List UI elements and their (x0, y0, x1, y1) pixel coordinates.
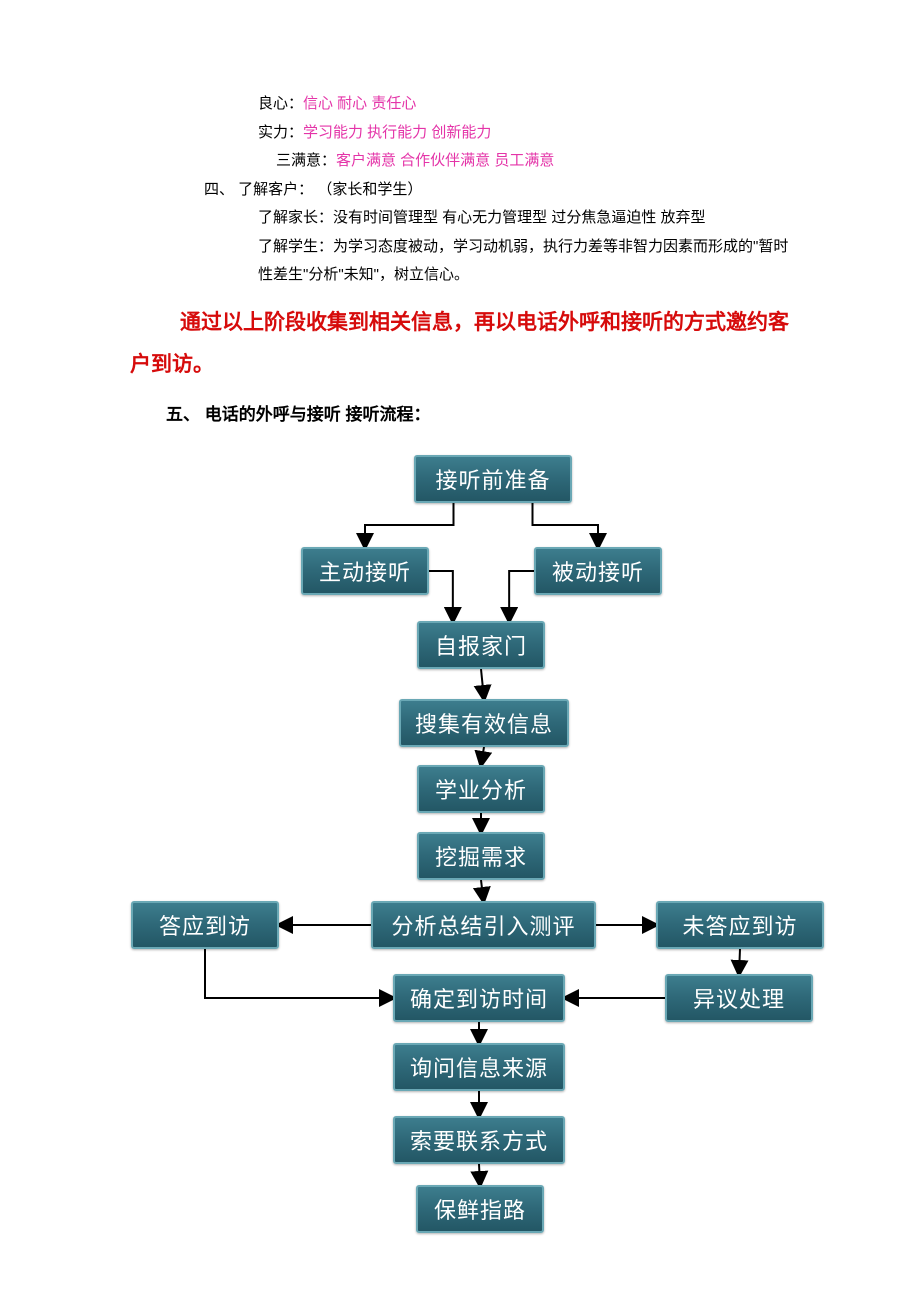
line3-label: 三满意： (276, 152, 336, 169)
line-liangxin: 良心：信心 耐心 责任心 (170, 90, 790, 119)
line2-label: 实力： (258, 124, 303, 141)
flowchart-node-guide: 保鲜指路 (416, 1185, 544, 1233)
flowchart-node-summary: 分析总结引入测评 (371, 901, 596, 949)
line-sanmanyi: 三满意：客户满意 合作伙伴满意 员工满意 (170, 147, 790, 176)
flowchart-container: 接听前准备主动接听 被动接听自报家门搜集有效信息学业分析挖掘需求分析总结引入测评 答… (0, 445, 920, 1265)
line3-value: 客户满意 合作伙伴满意 员工满意 (336, 152, 554, 169)
line2-value: 学习能力 执行能力 创新能力 (303, 124, 491, 141)
line1-label: 良心： (258, 95, 303, 112)
flowchart-node-active: 主动接听 (301, 547, 429, 595)
section4-line1: 了解家长：没有时间管理型 有心无力管理型 过分焦急逼迫性 放弃型 (170, 204, 790, 233)
flowchart-node-source: 询问信息来源 (393, 1043, 565, 1091)
flowchart-node-selfintro: 自报家门 (417, 621, 545, 669)
flowchart-node-analysis: 学业分析 (417, 765, 545, 813)
text-content-block: 良心：信心 耐心 责任心 实力：学习能力 执行能力 创新能力 三满意：客户满意 … (0, 90, 920, 290)
flowchart-node-passive: 被动接听 (534, 547, 662, 595)
red-paragraph: 通过以上阶段收集到相关信息，再以电话外呼和接听的方式邀约客户到访。 (0, 290, 920, 394)
section4-line2: 了解学生：为学习态度被动，学习动机弱，执行力差等非智力因素而形成的"暂时性差生"… (170, 233, 790, 290)
flowchart-node-collect: 搜集有效信息 (399, 699, 569, 747)
flowchart-node-objection: 异议处理 (665, 974, 813, 1022)
flowchart-node-contact: 索要联系方式 (393, 1116, 565, 1164)
flowchart-node-disagree: 未答应到访 (656, 901, 824, 949)
flowchart-node-prepare: 接听前准备 (414, 455, 572, 503)
flowchart-node-dig: 挖掘需求 (417, 832, 545, 880)
flowchart-node-agree: 答应到访 (131, 901, 279, 949)
section5-title: 五、 电话的外呼与接听 接听流程： (0, 394, 920, 425)
line1-value: 信心 耐心 责任心 (303, 95, 416, 112)
flowchart-node-confirm: 确定到访时间 (393, 974, 565, 1022)
section4-title: 四、 了解客户： （家长和学生） (170, 176, 790, 205)
line-shili: 实力：学习能力 执行能力 创新能力 (170, 119, 790, 148)
